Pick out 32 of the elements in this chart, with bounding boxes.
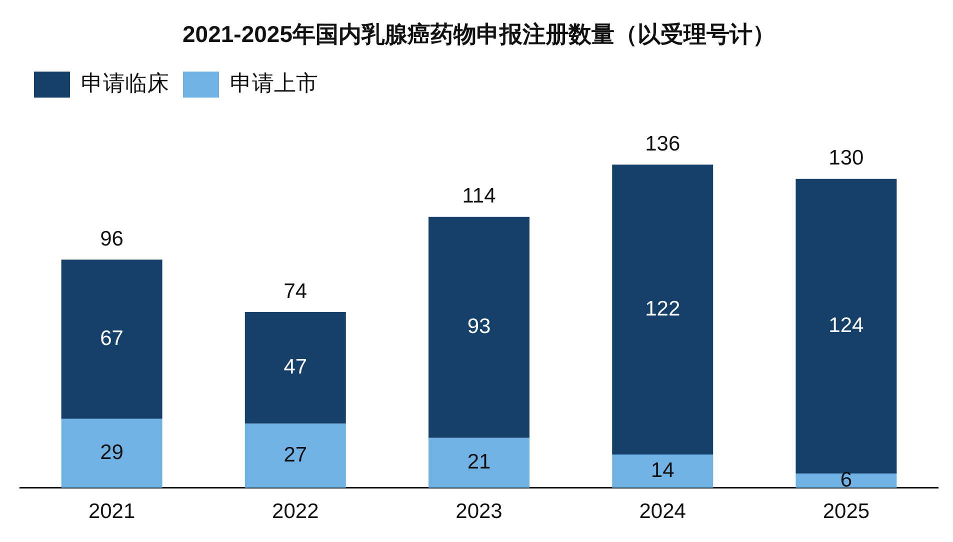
total-label: 130	[828, 146, 864, 170]
data-label: 21	[467, 450, 491, 474]
bar	[612, 454, 714, 488]
total-label: 96	[100, 227, 124, 250]
bar	[244, 424, 346, 488]
total-label: 136	[645, 132, 680, 156]
bar	[612, 164, 714, 455]
data-label: 14	[650, 458, 675, 482]
total-label: 74	[284, 280, 308, 303]
bar	[428, 216, 530, 438]
x-tick-label: 2025	[822, 500, 870, 524]
bar	[796, 474, 897, 488]
data-label: 122	[645, 297, 680, 320]
data-label: 93	[467, 315, 491, 338]
bar	[428, 438, 530, 488]
data-label: 29	[100, 441, 124, 464]
x-tick-label: 2023	[456, 500, 502, 524]
data-label: 27	[284, 444, 308, 467]
bar	[244, 312, 346, 424]
bar	[61, 260, 162, 419]
x-tick-label: 2021	[88, 500, 136, 524]
data-label: 67	[100, 327, 124, 350]
total-label: 114	[462, 184, 496, 208]
chart-title: 2021-2025年国内乳腺癌药物申报注册数量（以受理号计）	[182, 21, 776, 48]
legend-label: 申请临床	[81, 70, 169, 96]
x-tick-label: 2022	[272, 500, 319, 524]
legend-label: 申请上市	[230, 70, 318, 96]
bar	[61, 418, 162, 488]
x-tick-label: 2024	[639, 500, 686, 524]
data-label: 47	[284, 356, 308, 379]
data-label: 124	[828, 314, 864, 338]
data-label: 6	[840, 468, 852, 492]
